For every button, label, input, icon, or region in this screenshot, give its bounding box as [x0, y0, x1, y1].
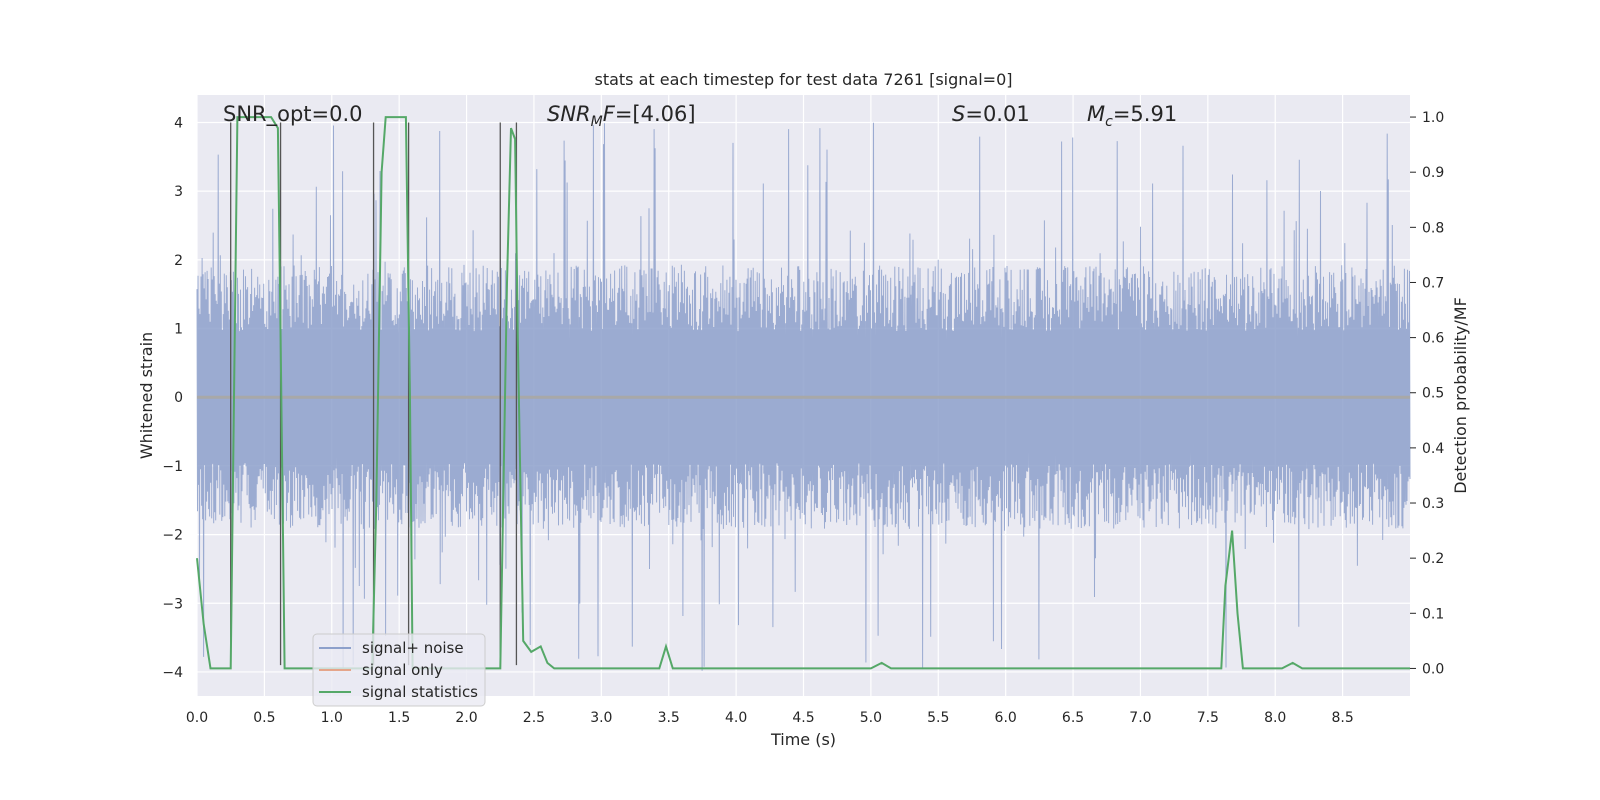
x-tick-label: 2.5 [523, 710, 545, 726]
y2-tick-label: 0.6 [1422, 331, 1444, 347]
x-axis-ticks: 0.0 0.5 1.0 1.5 2.0 2.5 3.0 3.5 4.0 4.5 5.0 5.5 6.0 6… [186, 710, 1354, 726]
y2-tick-label: 0.3 [1422, 496, 1444, 512]
y-tick-label: 4 [174, 115, 183, 131]
x-axis-label: Time (s) [770, 730, 836, 749]
y2-tick-label: 0.5 [1422, 386, 1444, 402]
s-main: S [952, 102, 965, 126]
s-annotation: S=0.01 [952, 102, 1030, 126]
x-tick-label: 1.0 [321, 710, 343, 726]
legend-label-signal-only: signal only [362, 661, 443, 679]
y-tick-label: 3 [174, 184, 183, 200]
x-tick-label: 6.0 [995, 710, 1017, 726]
x-tick-label: 3.0 [590, 710, 612, 726]
snr-mf-sub: M [591, 114, 603, 130]
y2-tick-label: 0.2 [1422, 551, 1444, 567]
x-tick-label: 6.5 [1062, 710, 1084, 726]
y2-tick-label: 0.4 [1422, 441, 1444, 457]
mc-sub: c [1105, 114, 1113, 130]
stats-series [196, 116, 1410, 670]
x-tick-label: 2.0 [455, 710, 477, 726]
legend-box [312, 633, 486, 707]
y2-tick-label: 0.1 [1422, 606, 1444, 622]
y2-tick-label: 0.9 [1422, 165, 1444, 181]
mc-rest: =5.91 [1113, 102, 1177, 126]
mc-main: M [1087, 102, 1105, 126]
y-tick-label: 1 [174, 322, 183, 338]
y2-tick-label: 0.0 [1422, 661, 1444, 677]
y2-tick-label: 1.0 [1422, 110, 1444, 126]
y-axis-ticks: 4 3 2 1 0 −1 −2 −3 −4 [162, 115, 183, 680]
y2-axis-ticks: 1.0 0.9 0.8 0.7 0.6 0.5 0.4 0.3 0.2 0.1 0.0 [1410, 110, 1444, 677]
x-tick-label: 0.0 [186, 710, 208, 726]
signal-noise-line [196, 122, 1411, 671]
y-tick-label: −3 [162, 596, 183, 612]
mc-annotation: Mc=5.91 [1087, 102, 1177, 130]
legend-label-signal-statistics: signal statistics [362, 683, 478, 701]
snr-mf-annotation: SNRMF=[4.06] [547, 102, 696, 130]
y-axis-label: Whitened strain [137, 332, 156, 459]
x-tick-label: 4.5 [792, 710, 814, 726]
snr-mf-rest-italic: F [603, 102, 616, 126]
x-tick-label: 8.0 [1264, 710, 1286, 726]
snr-mf-main: SNR [547, 102, 591, 126]
y-tick-label: 2 [174, 253, 183, 269]
legend-label-signal-noise: signal+ noise [362, 639, 464, 657]
legend: signal+ noise signal only signal statist… [312, 633, 486, 707]
y-tick-label: −2 [162, 528, 183, 544]
snr-opt-annotation: SNR_opt=0.0 [223, 102, 363, 127]
s-rest: =0.01 [965, 102, 1029, 126]
x-tick-label: 7.0 [1129, 710, 1151, 726]
y2-tick-label: 0.7 [1422, 275, 1444, 291]
x-tick-label: 4.0 [725, 710, 747, 726]
y2-tick-label: 0.8 [1422, 220, 1444, 236]
chart-title: stats at each timestep for test data 726… [594, 70, 1012, 89]
y-tick-label: −1 [162, 459, 183, 475]
signal-statistics-line [196, 116, 1410, 670]
x-tick-label: 0.5 [253, 710, 275, 726]
snr-mf-rest: =[4.06] [615, 102, 696, 126]
x-tick-label: 3.5 [658, 710, 680, 726]
x-tick-label: 5.5 [927, 710, 949, 726]
x-tick-label: 7.5 [1197, 710, 1219, 726]
y2-axis-label: Detection probability/MF [1451, 297, 1470, 494]
x-tick-label: 8.5 [1331, 710, 1353, 726]
y-tick-label: −4 [162, 665, 183, 681]
y-tick-label: 0 [174, 390, 183, 406]
x-tick-label: 1.5 [388, 710, 410, 726]
noise-series [196, 122, 1411, 671]
x-tick-label: 5.0 [860, 710, 882, 726]
